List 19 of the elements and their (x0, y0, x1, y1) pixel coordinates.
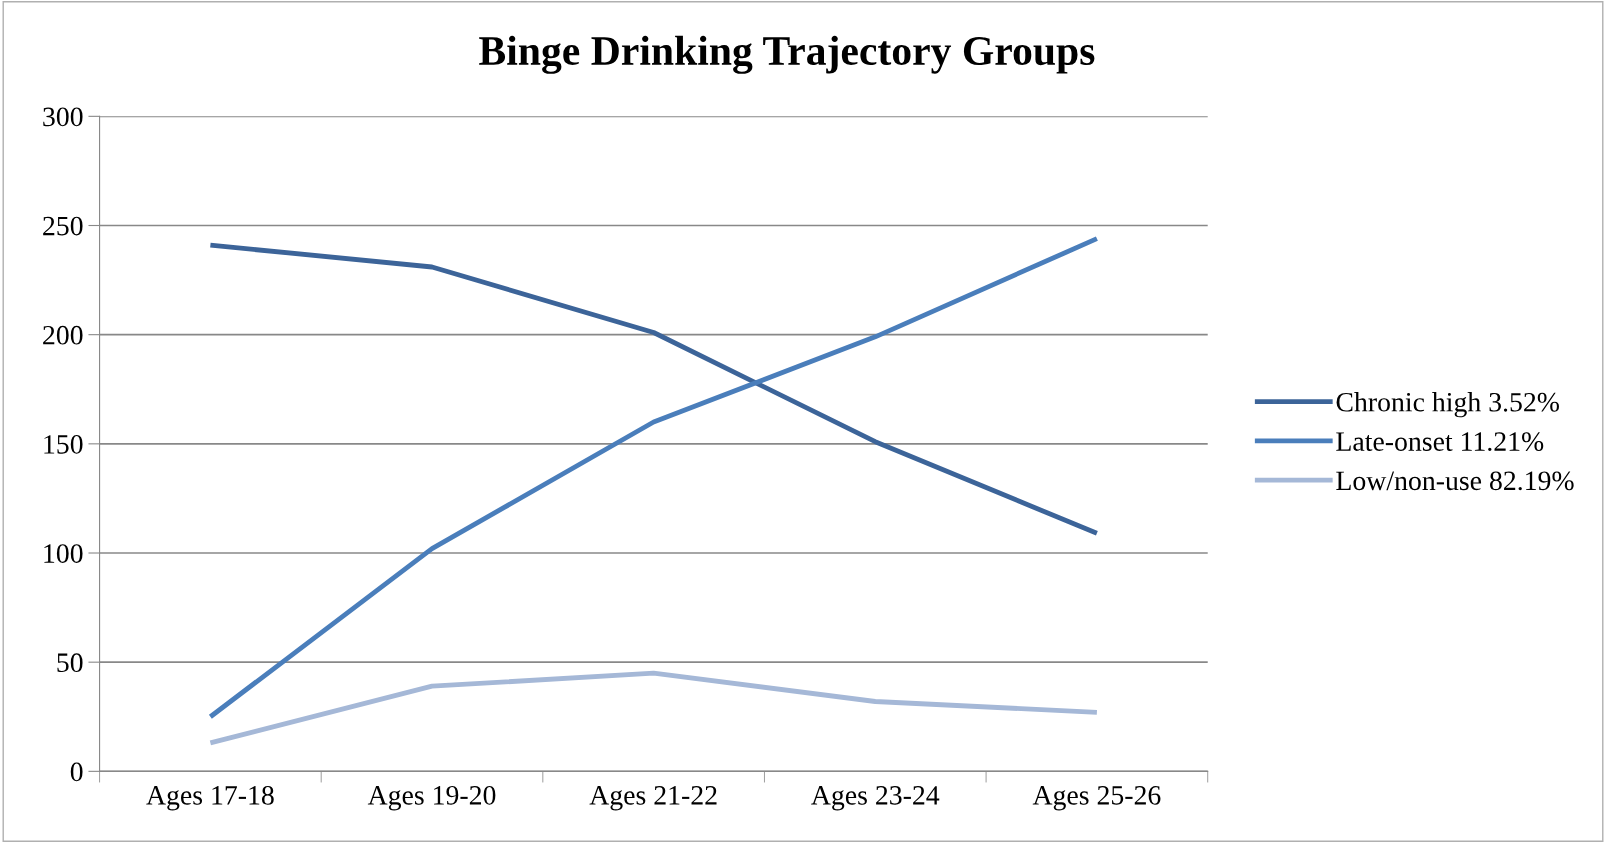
chart-title: Binge Drinking Trajectory Groups (479, 35, 1095, 74)
y-tick-label: 150 (44, 435, 83, 454)
y-tick-label: 100 (44, 544, 83, 563)
x-tick-label: Ages 19-20 (367, 785, 496, 811)
line-series (207, 670, 1100, 746)
legend-label: Low/non-use 82.19% (1336, 471, 1574, 491)
y-tick-label: 250 (43, 216, 83, 236)
x-tick-label: Ages 21-22 (589, 786, 717, 811)
x-tick-label: Ages 23-24 (811, 786, 940, 811)
x-tick-label: Ages 17-18 (146, 785, 274, 811)
y-tick-label: 200 (43, 325, 83, 345)
legend-label: Late-onset 11.21% (1336, 432, 1544, 452)
y-tick-label: 300 (43, 107, 83, 127)
line-series (207, 242, 1100, 536)
x-tick-label: Ages 25-26 (1032, 786, 1161, 811)
y-tick-label: 50 (57, 653, 83, 673)
line-series (207, 236, 1100, 720)
y-tick-label: 0 (70, 762, 83, 782)
legend-label: Chronic high 3.52% (1336, 392, 1559, 418)
